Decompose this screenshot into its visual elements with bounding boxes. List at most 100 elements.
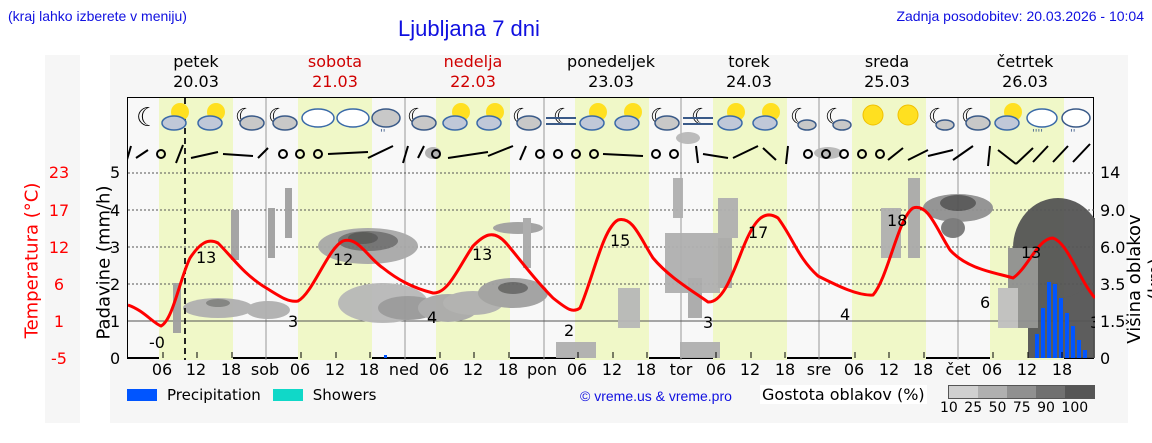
x-tick: 06 — [566, 360, 588, 379]
page-title: Ljubljana 7 dni — [398, 16, 540, 41]
x-tick: 06 — [981, 360, 1003, 379]
x-tick: 18 — [774, 360, 796, 379]
svg-text:'''': '''' — [1032, 128, 1043, 139]
cloud-density — [173, 132, 1103, 358]
cloud-density-scale — [948, 385, 1095, 399]
wind-barbs — [125, 143, 1091, 167]
svg-text:'': '' — [1070, 128, 1076, 139]
x-tick: ned — [388, 360, 420, 379]
legend-precipitation: Precipitation — [167, 386, 261, 404]
svg-text:6: 6 — [980, 293, 990, 312]
moon-cloud-icon: ☾ — [790, 105, 817, 131]
precip-tick: 5 — [110, 163, 121, 182]
moon-cloud-icon: ☾ — [512, 105, 542, 131]
svg-text:3: 3 — [288, 312, 298, 331]
day-header: torek 24.03 — [726, 52, 772, 91]
x-tick: 18 — [912, 360, 934, 379]
legend-showers: Showers — [312, 386, 377, 404]
cloud-density-scale-labels: 10 25 50 75 90 100 — [940, 400, 1089, 416]
sun-cloud-icon — [717, 103, 745, 131]
sun-cloud-icon — [161, 103, 189, 131]
day-header: petek 20.03 — [173, 52, 219, 91]
day-header: ponedeljek 23.03 — [567, 52, 655, 91]
x-tick: tor — [669, 360, 693, 379]
temp-tick: 12 — [48, 238, 70, 257]
precipitation-bars — [384, 282, 1087, 358]
x-tick: 12 — [601, 360, 623, 379]
svg-text:4: 4 — [427, 308, 437, 327]
svg-text:-0: -0 — [149, 333, 165, 352]
precip-tick: 2 — [110, 275, 121, 294]
moon-cloud-icon: ☾ — [825, 105, 852, 131]
temp-tick: -5 — [51, 349, 67, 368]
x-tick: 12 — [878, 360, 900, 379]
x-tick: 12 — [324, 360, 346, 379]
x-tick: 06 — [151, 360, 173, 379]
light-rain-icon: '' — [371, 108, 401, 139]
x-tick: sob — [250, 360, 280, 379]
sun-cloud-icon — [614, 103, 642, 131]
temp-tick: 23 — [48, 163, 70, 182]
moon-icon: ☾ — [136, 103, 159, 133]
sun-icon — [862, 104, 884, 126]
temp-tick: 1 — [53, 312, 65, 331]
forecast-plot: -0 13 3 12 4 13 2 15 3 17 4 18 6 13 3 — [125, 97, 1103, 360]
rain-icon: '''' — [1026, 108, 1058, 139]
moon-cloud-icon: ☾ — [928, 105, 955, 131]
location-hint: (kraj lahko izberete v meniju) — [8, 8, 187, 24]
svg-text:13: 13 — [1021, 243, 1041, 262]
x-tick: sre — [806, 360, 832, 379]
x-tick: 06 — [843, 360, 865, 379]
cloudy-icon — [336, 108, 370, 128]
precip-tick: 4 — [110, 201, 121, 220]
x-tick: 06 — [428, 360, 450, 379]
sun-cloud-icon — [197, 103, 225, 131]
x-axis-ticks — [162, 352, 1063, 358]
moon-cloud-icon: ☾ — [235, 105, 265, 131]
x-tick: 12 — [739, 360, 761, 379]
precip-tick: 1 — [110, 312, 121, 331]
cloud-tick: 9.0 — [1100, 201, 1126, 220]
cloud-height-axis-label: Višina oblakov (km) — [1124, 214, 1152, 344]
svg-text:12: 12 — [333, 250, 353, 269]
cloud-tick: 6.0 — [1100, 238, 1126, 257]
x-tick: 12 — [185, 360, 207, 379]
x-tick: pon — [526, 360, 558, 379]
cloud-density-title: Gostota oblakov (%) — [760, 385, 927, 404]
svg-text:15: 15 — [610, 231, 630, 250]
x-tick: 12 — [1016, 360, 1038, 379]
cloudy-icon — [301, 108, 335, 128]
copyright-link[interactable]: © vreme.us & vreme.pro — [580, 388, 732, 404]
showers-swatch — [272, 389, 303, 401]
svg-text:13: 13 — [196, 248, 216, 267]
moon-cloud-icon: ☾ — [650, 105, 680, 131]
cloud-tick: 3.5 — [1100, 275, 1126, 294]
plot-svg: -0 13 3 12 4 13 2 15 3 17 4 18 6 13 3 — [125, 98, 1103, 360]
moon-cloud-icon: ☾ — [961, 105, 991, 131]
temperature-axis-label: Temperatura (°C) — [21, 182, 43, 339]
svg-text:3: 3 — [1090, 313, 1095, 332]
moon-cloud-icon: ☾ — [268, 105, 298, 131]
day-header: nedelja 22.03 — [443, 52, 503, 91]
x-tick: 18 — [635, 360, 657, 379]
sun-cloud-icon — [752, 103, 780, 131]
svg-text:2: 2 — [564, 321, 574, 340]
precipitation-swatch — [127, 389, 157, 401]
temperature-line — [127, 205, 1097, 328]
x-tick: 18 — [497, 360, 519, 379]
svg-text:'': '' — [380, 128, 386, 139]
x-tick: 18 — [220, 360, 242, 379]
svg-text:3: 3 — [703, 313, 713, 332]
day-header: četrtek 26.03 — [996, 52, 1054, 91]
x-tick: 06 — [705, 360, 727, 379]
svg-text:18: 18 — [887, 211, 907, 230]
temp-tick: 6 — [53, 275, 65, 294]
moon-fog-icon: ☾ — [683, 105, 713, 130]
svg-text:13: 13 — [472, 245, 492, 264]
day-header: sreda 25.03 — [864, 52, 910, 91]
precip-tick: 0 — [110, 349, 121, 368]
day-header: sobota 21.03 — [307, 52, 363, 91]
moon-cloud-icon: ☾ — [407, 105, 437, 131]
x-tick: 06 — [289, 360, 311, 379]
legend: Precipitation Showers — [127, 386, 376, 404]
